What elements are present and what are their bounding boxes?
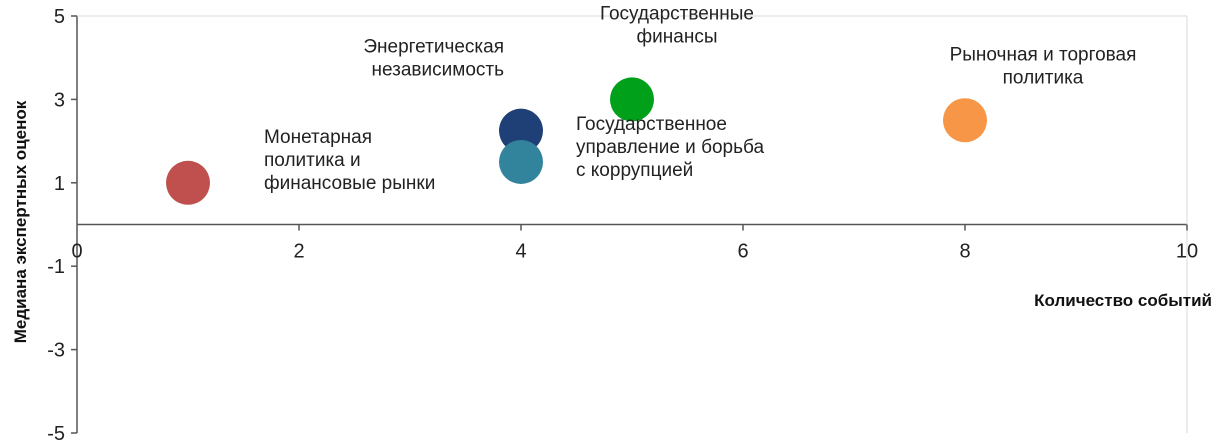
data-point-label-line: Рыночная и торговая [950,44,1137,65]
data-point [610,77,654,122]
x-tick-label: 0 [71,241,82,263]
point-labels-layer: Монетарная политика и финансовые рынки Энер… [264,3,1136,193]
y-axis-title: Медиана экспертных оценок [11,100,30,343]
y-tick-label: 3 [54,89,65,111]
data-point-label: Рыночная и торговая политика [950,44,1137,88]
data-point-label-line: с коррупцией [576,160,693,181]
data-point-label-line: управление и борьба [576,137,764,158]
x-axis-title: Количество событий [1034,291,1212,310]
y-tick-label: -5 [47,423,65,443]
data-point-label-line: Государственные [600,3,754,24]
data-point-label-line: политика [1003,67,1084,88]
data-point-label-line: Монетарная [264,127,372,148]
data-point [166,160,210,205]
data-point [943,98,987,143]
data-point [499,139,543,184]
data-point-label: Государственное управление и борьба с корр… [576,114,764,181]
data-point [499,108,543,153]
data-point-label: Государственные финансы [600,3,754,47]
y-tick-label: 1 [54,173,65,195]
data-point-label: Монетарная политика и финансовые рынки [264,127,435,194]
data-point-label-line: Энергетическая [363,37,504,58]
x-tick-label: 2 [293,241,304,263]
points-layer [166,77,987,205]
y-tick-label: -3 [47,340,65,362]
data-point-label-line: политика и [264,150,361,171]
ticks-layer: 0 2 4 6 8 10 5 3 1 -1 -3 -5 [47,6,1198,445]
data-point-label: Энергетическая независимость [363,37,504,81]
data-point-label-line: независимость [372,60,505,81]
data-point-label-line: Государственное [576,114,727,135]
y-tick-label: 5 [54,6,65,28]
data-point-label-line: финансы [637,26,718,47]
data-point-label-line: финансовые рынки [264,173,435,194]
x-tick-label: 10 [1176,241,1198,263]
x-tick-label: 8 [959,241,970,263]
y-tick-label: -1 [47,256,65,278]
x-tick-label: 6 [737,241,748,263]
x-tick-label: 4 [515,241,526,263]
